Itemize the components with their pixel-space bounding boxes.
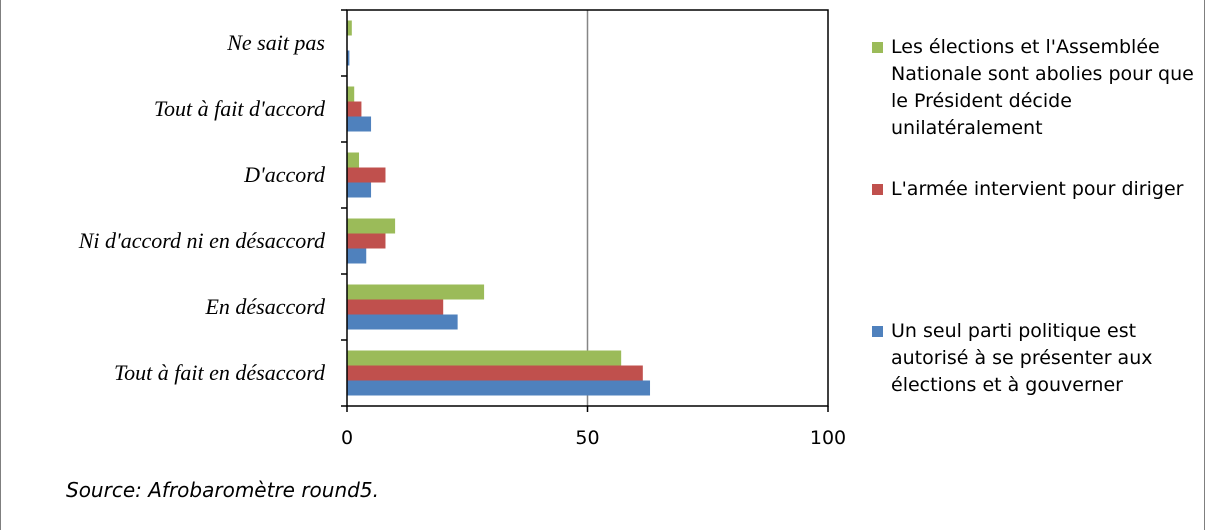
labels: Tout à fait en désaccord En désaccord Ni d… [78,30,846,449]
bar-armee-4 [347,101,362,117]
legend-label-parti: Un seul parti politique est autorisé à s… [891,320,1153,396]
bar-elections-5 [347,20,352,36]
bar-elections-4 [347,86,355,102]
x-tick-label-50: 50 [575,427,599,449]
bar-parti-1 [347,314,458,330]
bar-elections-1 [347,284,485,300]
bar-elections-3 [347,152,360,168]
bar-armee-3 [347,167,386,183]
category-label-5: Ne sait pas [226,30,325,55]
bar-parti-2 [347,248,367,264]
legend-swatch-green [872,42,883,53]
bar-parti-5 [347,50,350,66]
bar-armee-1 [347,299,444,315]
legend-item-parti: Un seul parti politique est autorisé à s… [872,318,1202,399]
axes [341,9,829,412]
bars [347,20,651,396]
bar-elections-0 [347,350,622,366]
legend: Les élections et l'Assemblée Nationale s… [872,34,1202,434]
category-label-1: En désaccord [204,294,326,319]
category-label-3: D'accord [243,162,326,187]
bar-parti-3 [347,182,372,198]
legend-label-elections: Les élections et l'Assemblée Nationale s… [891,36,1194,139]
x-tick-label-100: 100 [810,427,846,449]
legend-swatch-red [872,184,883,195]
bar-parti-0 [347,380,651,396]
x-tick-label-0: 0 [341,427,353,449]
bar-elections-2 [347,218,396,234]
bar-chart: Tout à fait en désaccord En désaccord Ni d… [78,9,846,449]
category-label-0: Tout à fait en désaccord [114,360,326,385]
legend-label-armee: L'armée intervient pour diriger [891,178,1184,200]
source-note: Source: Afrobaromètre round5. [66,478,379,502]
legend-item-armee: L'armée intervient pour diriger [872,176,1202,203]
bar-armee-2 [347,233,386,249]
bar-parti-4 [347,116,372,132]
bar-armee-0 [347,365,643,381]
category-label-4: Tout à fait d'accord [154,96,326,121]
legend-swatch-blue [872,326,883,337]
category-label-2: Ni d'accord ni en désaccord [78,228,326,253]
legend-item-elections: Les élections et l'Assemblée Nationale s… [872,34,1202,142]
